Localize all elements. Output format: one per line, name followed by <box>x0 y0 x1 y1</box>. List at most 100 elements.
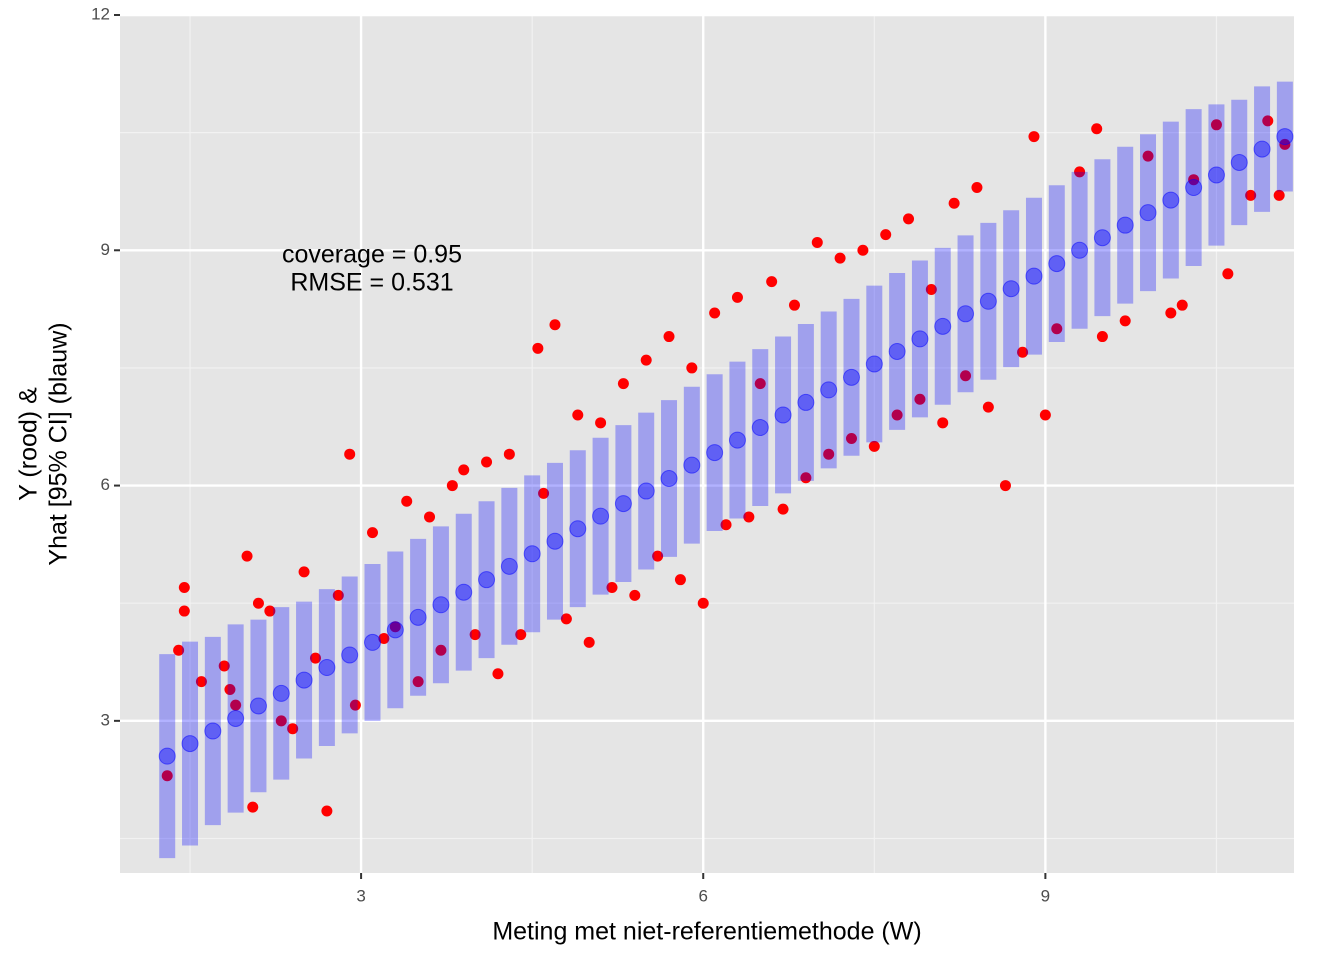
point <box>532 342 544 354</box>
point <box>606 582 618 594</box>
point <box>412 676 424 688</box>
y-tick-label: 12 <box>91 4 110 23</box>
point <box>224 683 236 695</box>
point <box>1262 115 1274 127</box>
point <box>971 182 983 194</box>
point <box>218 660 230 672</box>
point <box>523 545 541 563</box>
point <box>979 292 997 310</box>
point <box>1093 229 1111 247</box>
point <box>911 330 929 348</box>
point <box>401 495 413 507</box>
y-tick-label: 9 <box>101 240 110 259</box>
point <box>914 393 926 405</box>
point <box>364 633 382 651</box>
point <box>230 699 242 711</box>
point <box>1028 131 1040 143</box>
point <box>1210 119 1222 131</box>
point <box>683 456 701 474</box>
point <box>1116 216 1134 234</box>
point <box>195 676 207 688</box>
annotation: coverage = 0.95 <box>282 241 462 269</box>
point <box>158 747 176 765</box>
point <box>937 417 949 429</box>
point <box>595 417 607 429</box>
point <box>663 331 675 343</box>
point <box>272 684 290 702</box>
point <box>614 495 632 513</box>
point <box>572 409 584 421</box>
point <box>743 511 755 523</box>
point <box>181 735 199 753</box>
point <box>1207 166 1225 184</box>
point <box>1002 280 1020 298</box>
point <box>247 801 259 813</box>
point <box>481 456 493 468</box>
point <box>1096 331 1108 343</box>
point <box>424 511 436 523</box>
point <box>367 527 379 539</box>
point <box>321 805 333 817</box>
point <box>754 378 766 390</box>
point <box>249 697 267 715</box>
point <box>1276 128 1294 146</box>
point <box>1017 346 1029 358</box>
point <box>178 582 190 594</box>
point <box>728 431 746 449</box>
point <box>800 472 812 484</box>
point <box>349 699 361 711</box>
point <box>880 229 892 241</box>
point <box>1119 315 1131 327</box>
point <box>458 464 470 476</box>
point <box>492 668 504 680</box>
point <box>706 444 724 462</box>
point <box>264 605 276 617</box>
point <box>637 482 655 500</box>
point <box>766 276 778 288</box>
point <box>640 354 652 366</box>
point <box>720 519 732 531</box>
point <box>592 507 610 525</box>
point <box>811 236 823 248</box>
point <box>731 291 743 303</box>
point <box>960 370 972 382</box>
point <box>503 448 515 460</box>
point <box>227 709 245 727</box>
point <box>252 597 264 609</box>
point <box>934 317 952 335</box>
point <box>478 571 496 589</box>
point <box>341 646 359 664</box>
point <box>857 244 869 256</box>
point <box>1176 299 1188 311</box>
point <box>389 621 401 633</box>
point <box>378 633 390 645</box>
point <box>674 574 686 586</box>
point <box>1185 179 1203 197</box>
point <box>868 440 880 452</box>
point <box>1091 123 1103 135</box>
point <box>275 715 287 727</box>
point <box>617 378 629 390</box>
x-axis-title: Meting met niet-referentiemethode (W) <box>492 918 921 946</box>
point <box>569 520 587 538</box>
point <box>845 433 857 445</box>
point <box>774 406 792 424</box>
point <box>948 197 960 209</box>
point <box>298 566 310 578</box>
point <box>309 652 321 664</box>
point <box>834 252 846 264</box>
y-tick-label: 3 <box>101 710 110 729</box>
point <box>1253 140 1271 158</box>
point <box>1139 204 1157 222</box>
point <box>446 480 458 492</box>
point <box>751 419 769 437</box>
point <box>178 605 190 617</box>
x-tick-label: 6 <box>699 886 708 905</box>
point <box>1165 307 1177 319</box>
point <box>999 480 1011 492</box>
point <box>455 583 473 601</box>
point <box>1025 267 1043 285</box>
point <box>982 401 994 413</box>
panel <box>120 15 1294 873</box>
y-axis-title: Yhat [95% CI] (blauw) <box>45 322 73 565</box>
